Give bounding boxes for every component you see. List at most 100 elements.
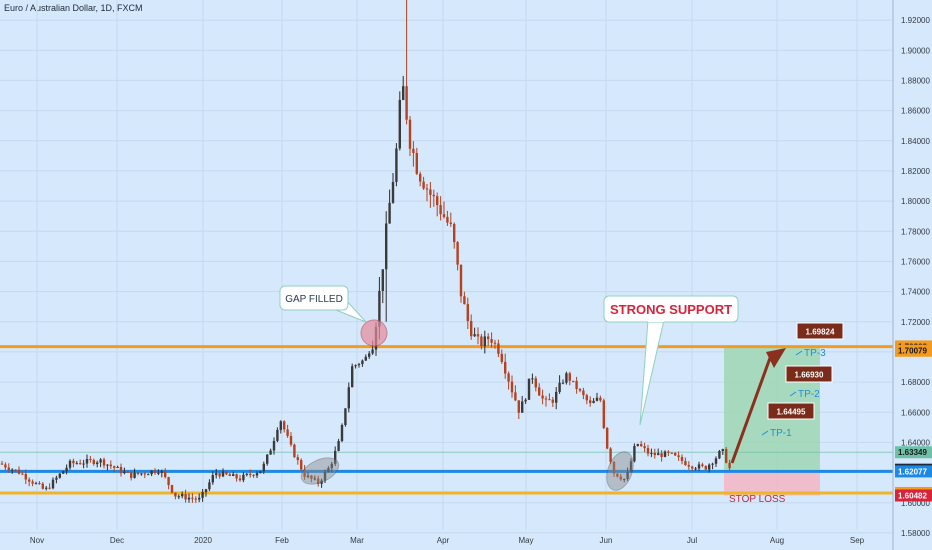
candle-body <box>153 470 157 473</box>
tp-badge <box>767 402 815 420</box>
y-tick-label: 1.76000 <box>901 257 930 266</box>
candle-body <box>11 469 14 471</box>
candle-body <box>633 445 636 462</box>
candle-body <box>232 474 235 476</box>
x-tick-label: Jul <box>687 536 697 545</box>
candle-body <box>75 463 78 465</box>
gap-filled-label: GAP FILLED <box>285 294 343 305</box>
candle-body <box>38 483 41 485</box>
candle-body <box>147 474 150 476</box>
y-tick-label: 1.74000 <box>901 288 930 297</box>
candle-body <box>585 395 588 401</box>
candle-body <box>368 353 371 357</box>
candle-body <box>150 470 153 475</box>
tp-label: TP-3 <box>804 348 826 359</box>
candle-body <box>459 264 463 297</box>
y-tick-label: 1.84000 <box>901 137 930 146</box>
candle-body <box>119 466 123 474</box>
y-tick-label: 1.92000 <box>901 16 930 25</box>
y-tick-label: 1.68000 <box>901 378 930 387</box>
x-tick-label: Aug <box>770 536 784 545</box>
highlight-ellipses <box>300 319 634 491</box>
candle-body <box>228 474 231 476</box>
candle-body <box>187 497 191 500</box>
candle-body <box>272 440 276 451</box>
candle-body <box>660 453 663 457</box>
price-axis: 1.580001.600001.620001.640001.660001.680… <box>892 0 932 550</box>
candle-body <box>439 205 442 215</box>
candle-body <box>691 466 694 469</box>
candle-body <box>181 494 184 497</box>
support-callout-pointer <box>639 319 665 426</box>
candle-body <box>313 478 316 480</box>
candle-body <box>725 449 728 463</box>
candle-body <box>623 478 626 480</box>
y-tick-label: 1.60000 <box>901 499 930 508</box>
candle-body <box>201 492 204 498</box>
candle-body <box>79 463 82 465</box>
candle-body <box>249 473 252 475</box>
candle-body <box>82 463 85 465</box>
gap-circle <box>360 319 388 347</box>
candle-body <box>453 223 456 243</box>
candle-body <box>442 214 446 217</box>
candle-body <box>514 392 517 401</box>
candle-body <box>344 408 347 425</box>
candle-body <box>55 477 58 480</box>
stop-zone <box>724 469 820 496</box>
candle-body <box>143 473 146 475</box>
candle-body <box>289 436 293 445</box>
candle-body <box>473 334 476 337</box>
candle-body <box>629 461 633 473</box>
candle-body <box>296 457 299 461</box>
candle-body <box>493 342 497 344</box>
support-ellipse-feb <box>300 457 340 485</box>
candle-body <box>670 452 673 454</box>
candle-body <box>300 460 303 470</box>
y-tick-label: 1.64000 <box>901 438 930 447</box>
candle-body <box>354 365 357 367</box>
price-tag <box>895 489 932 502</box>
candle-body <box>704 465 707 470</box>
candle-body <box>221 471 225 477</box>
tp-badge <box>785 365 833 383</box>
y-tick-label: 1.66000 <box>901 408 930 417</box>
candle-body <box>646 448 650 454</box>
x-tick-label: Feb <box>275 536 289 545</box>
projection-arrow-head <box>766 348 786 368</box>
x-tick-label: Apr <box>437 536 450 545</box>
candle-body <box>636 444 639 446</box>
candle-body <box>391 181 395 203</box>
candle-body <box>218 473 221 477</box>
candle-body <box>184 494 187 500</box>
candle-body <box>28 479 31 482</box>
candle-body <box>303 469 306 477</box>
candle-body <box>422 181 425 189</box>
candle-body <box>113 466 116 468</box>
gap-callout-box <box>279 285 349 311</box>
candle-body <box>85 459 89 464</box>
candle-body <box>446 216 449 223</box>
candle-body <box>524 399 527 402</box>
candlestick-series <box>0 0 731 503</box>
candle-body <box>317 478 320 484</box>
candle-body <box>534 378 537 388</box>
candle-body <box>708 464 711 470</box>
candle-body <box>269 450 272 455</box>
candle-body <box>170 485 174 493</box>
candle-body <box>357 364 361 366</box>
candle-body <box>371 349 374 354</box>
candle-body <box>225 471 228 475</box>
candle-body <box>361 360 364 365</box>
time-axis: Nov Dec 2020 Feb Mar Apr May Jun Jul Aug Sep <box>30 536 865 545</box>
candle-body <box>194 498 197 500</box>
candle-body <box>602 400 605 428</box>
tp-price: 1.69824 <box>806 328 835 337</box>
x-tick-label: 2020 <box>194 536 212 545</box>
price-tag-label: 1.63349 <box>898 448 927 457</box>
strong-support-label: STRONG SUPPORT <box>610 302 732 317</box>
candle-body <box>551 399 554 403</box>
tp-label: TP-2 <box>798 389 820 400</box>
candle-body <box>609 448 612 462</box>
